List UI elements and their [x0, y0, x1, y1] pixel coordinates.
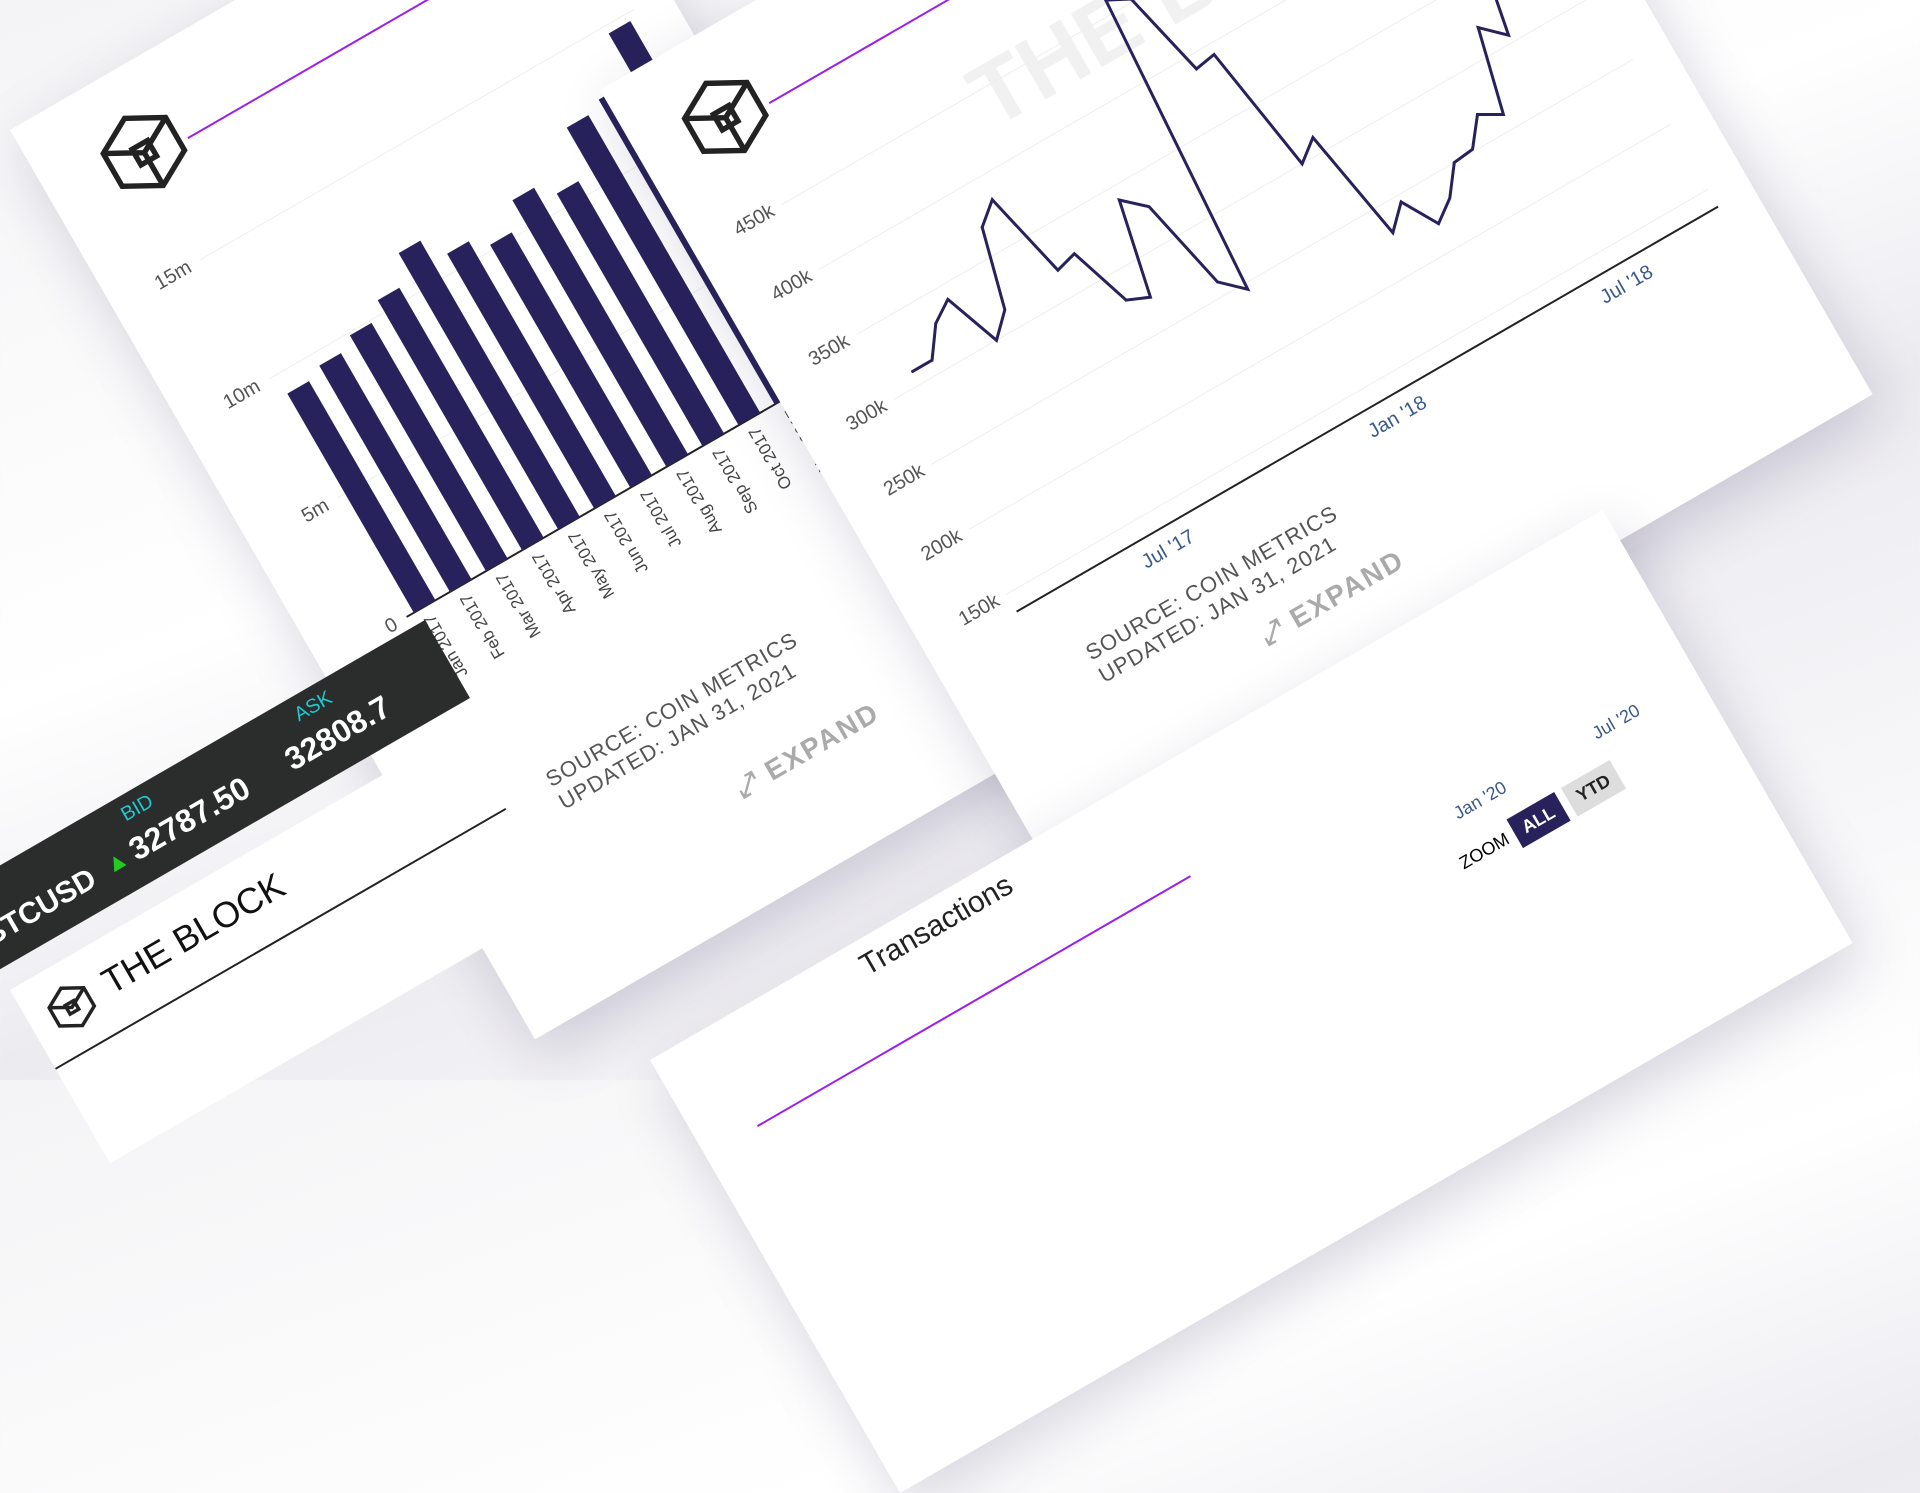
bar	[377, 287, 544, 551]
x-tick-label: Feb 2017	[456, 590, 508, 662]
y-tick-label: 15m	[151, 256, 196, 295]
bar	[512, 187, 689, 467]
gridline	[818, 0, 1521, 270]
data-point	[1300, 162, 1304, 166]
y-tick-label: 350k	[805, 329, 854, 370]
x-tick-label: Oct 2017	[745, 424, 796, 493]
data-point	[1117, 198, 1121, 202]
the-block-logo-icon	[47, 986, 97, 1028]
x-tick: Jan '20	[1450, 777, 1510, 824]
y-tick-label: 250k	[880, 459, 929, 500]
bar	[490, 232, 652, 488]
x-tick-label: Jul '17	[1138, 526, 1199, 574]
bar	[447, 241, 616, 509]
gridline	[893, 0, 1596, 400]
y-tick-label: 200k	[917, 524, 966, 565]
gridline	[200, 9, 634, 261]
data-point	[1437, 222, 1441, 226]
data-point	[980, 225, 984, 229]
gridline	[856, 0, 1559, 335]
x-tick-label: Jul 2017	[637, 486, 686, 551]
x-axis	[1016, 205, 1719, 613]
x-tick: Jul '20	[1588, 700, 1644, 744]
y-tick-label: 150k	[955, 589, 1004, 630]
zoom-ytd-button[interactable]: YTD	[1561, 760, 1627, 817]
line-chart-card: THE BLOCK 150k200k250k300k350k400k450kJu…	[600, 0, 1873, 870]
gridline	[931, 58, 1634, 465]
data-point	[1194, 67, 1198, 71]
data-point	[1452, 161, 1456, 165]
up-arrow-icon: ▲	[99, 844, 134, 880]
data-point	[1124, 298, 1128, 302]
gridline	[781, 0, 1484, 205]
data-point	[1475, 113, 1479, 117]
gridline	[268, 128, 703, 380]
gridline	[968, 123, 1671, 530]
x-tick-label: Apr 2017	[529, 549, 580, 618]
data-point	[911, 369, 915, 373]
y-tick-label: 400k	[767, 264, 816, 305]
bid-price: 32787.50	[122, 769, 257, 868]
expand-button[interactable]: ⤢ EXPAND	[730, 696, 886, 805]
data-point	[1476, 26, 1480, 30]
data-point	[1056, 268, 1060, 272]
y-tick-label: 450k	[730, 200, 779, 241]
y-tick-label: 300k	[842, 394, 891, 435]
data-point	[1216, 280, 1220, 284]
expand-label: EXPAND	[759, 696, 885, 787]
ticker-pair[interactable]: BTCUSD	[0, 862, 103, 954]
x-axis	[406, 366, 841, 618]
site-header: THE BLOCK	[10, 730, 561, 1164]
x-tick-label: Jul '18	[1596, 261, 1657, 309]
data-point	[1104, 0, 1108, 2]
the-block-logo-icon	[100, 114, 188, 189]
zoom-controls: ZOOM ALL YTD	[1453, 760, 1627, 879]
transactions-title: Transactions	[854, 868, 1019, 983]
data-point	[934, 321, 938, 325]
data-point	[994, 338, 998, 342]
x-tick-label: Jun 2017	[601, 507, 652, 577]
y-tick-label: 5m	[298, 494, 333, 527]
updated-label: UPDATED: JAN 31, 2021	[554, 657, 801, 815]
x-tick-label: May 2017	[565, 528, 619, 602]
x-tick-label: Sep 2017	[709, 444, 762, 517]
zoom-all-button[interactable]: ALL	[1506, 792, 1571, 849]
gridline	[337, 247, 772, 499]
bar	[287, 381, 436, 613]
bar	[566, 115, 761, 426]
x-tick-label: Mar 2017	[492, 569, 544, 641]
bar	[349, 322, 508, 572]
the-block-logo-icon	[681, 79, 769, 154]
line-chart: 150k 200k 250k 300k 350k 400k 450k Jul '17 Jan '…	[730, 0, 1719, 630]
x-tick-label: Jan '18	[1364, 392, 1430, 443]
bar	[398, 240, 580, 530]
x-tick-label: Aug 2017	[673, 465, 726, 538]
zoom-label: ZOOM	[1455, 828, 1513, 874]
bar	[556, 181, 725, 447]
data-point	[1391, 231, 1395, 235]
series-line	[911, 0, 1511, 373]
y-tick-label: 10m	[220, 375, 265, 414]
bar	[319, 353, 472, 592]
gridline	[1006, 188, 1709, 595]
